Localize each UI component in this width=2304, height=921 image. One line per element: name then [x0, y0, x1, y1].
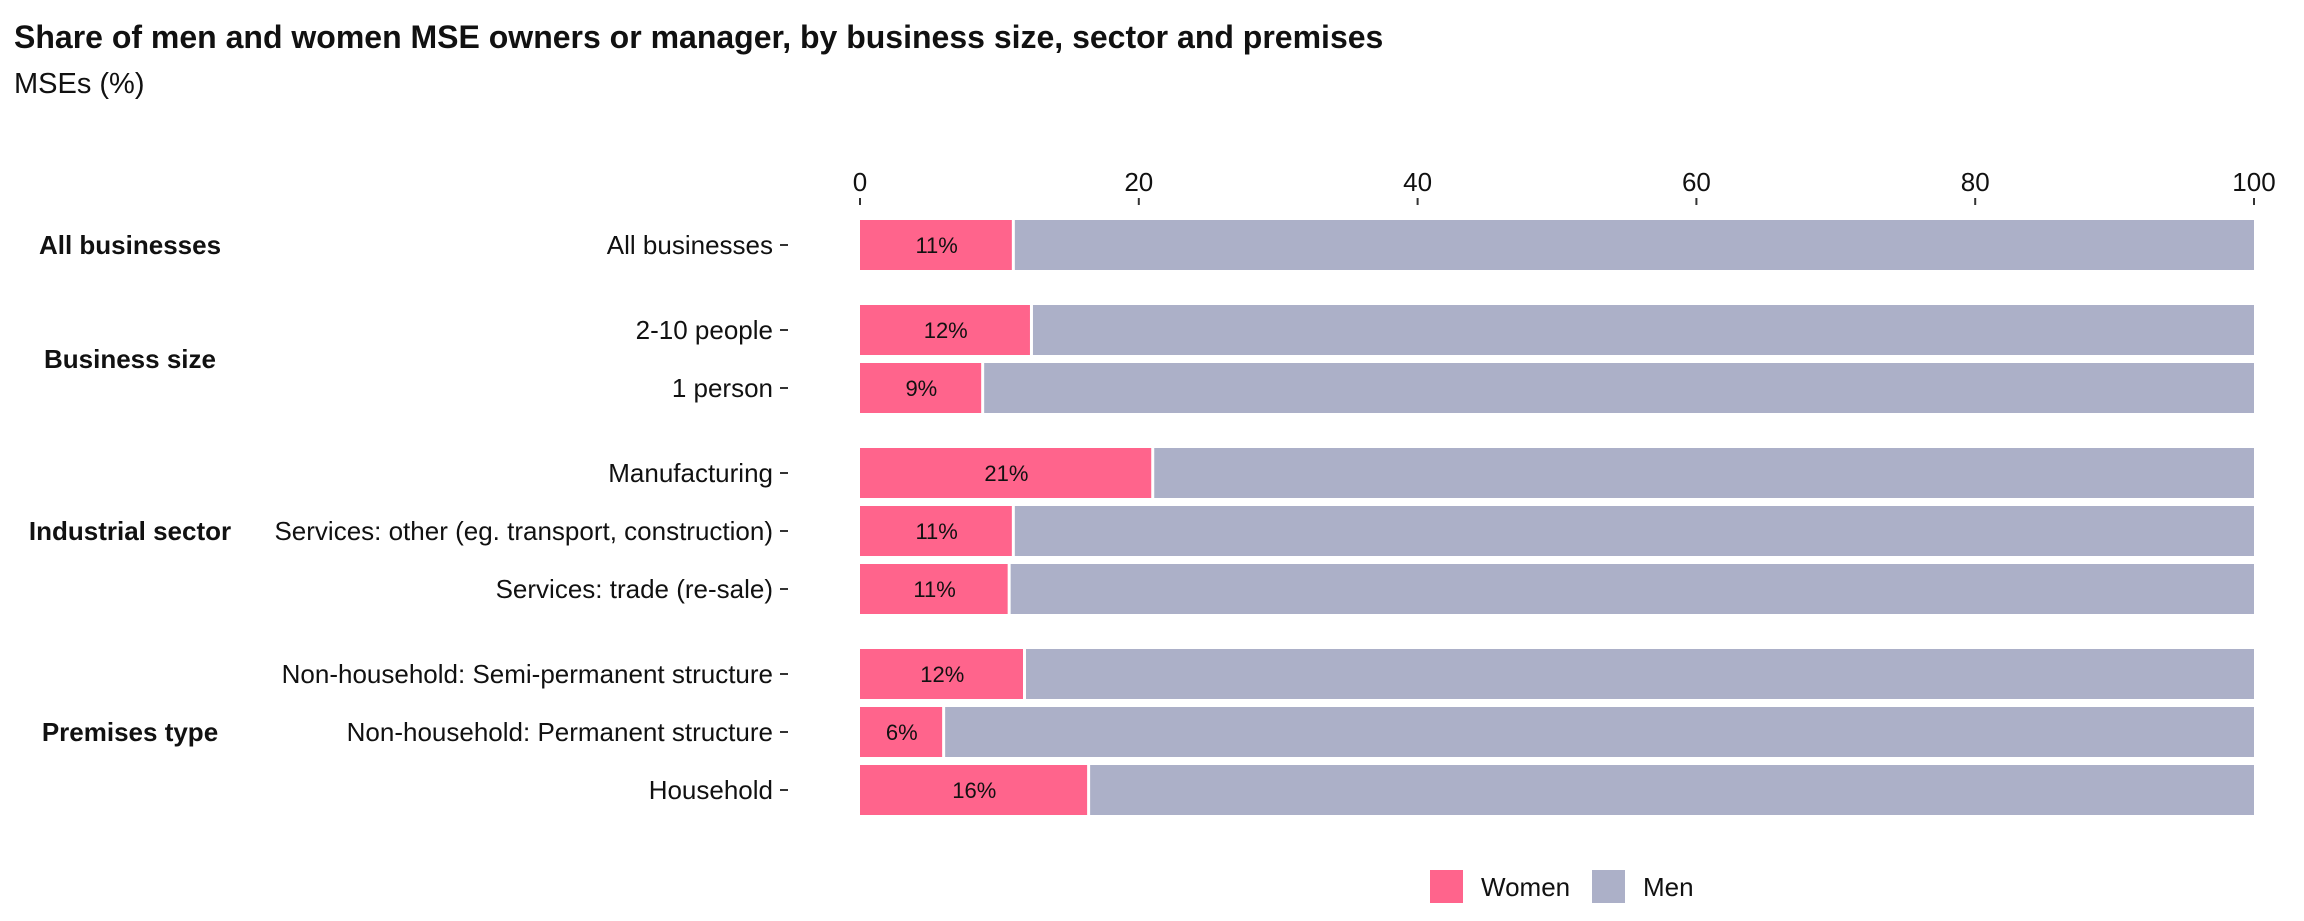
bar-women: [860, 220, 1014, 270]
bar-women: [860, 765, 1089, 815]
legend-label-women: Women: [1481, 872, 1570, 902]
chart-subtitle: MSEs (%): [14, 68, 145, 100]
legend-swatch-men: [1592, 870, 1625, 903]
data-label: 21%: [984, 461, 1028, 486]
bar-men: [1009, 564, 2255, 614]
data-label: 6%: [886, 720, 918, 745]
x-tick-label: 40: [1403, 167, 1432, 197]
legend-label-men: Men: [1643, 872, 1694, 902]
bar-women: [860, 448, 1153, 498]
bar-men: [943, 707, 2254, 757]
bar-men: [982, 363, 2254, 413]
bar-women: [860, 305, 1032, 355]
group-label: Premises type: [42, 717, 218, 747]
bar-women: [860, 707, 944, 757]
group-label: Industrial sector: [29, 516, 231, 546]
bars: 11% 12% 9% 21% 11% 11% 12% 6% 16%: [860, 220, 2255, 815]
x-tick-label: 100: [2232, 167, 2275, 197]
category-label: Services: trade (re-sale): [496, 574, 773, 604]
bar-men: [1152, 448, 2254, 498]
data-label: 16%: [952, 778, 996, 803]
group-label: Business size: [44, 344, 216, 374]
bar-women: [860, 506, 1014, 556]
category-label: Manufacturing: [608, 458, 773, 488]
group-label: All businesses: [39, 230, 221, 260]
bar-women: [860, 564, 1010, 614]
data-label: 12%: [924, 318, 968, 343]
legend-swatch-women: [1430, 870, 1463, 903]
bar-men: [1031, 305, 2254, 355]
bar-men: [1088, 765, 2254, 815]
category-labels: All businesses All businesses 2-10 people 1…: [29, 230, 788, 805]
data-label: 12%: [920, 662, 964, 687]
data-label: 11%: [915, 233, 957, 258]
chart-title: Share of men and women MSE owners or man…: [14, 19, 1383, 55]
x-axis: 0 20 40 60 80 100: [853, 167, 2276, 205]
x-tick-label: 80: [1961, 167, 1990, 197]
category-label: Non-household: Semi-permanent structure: [282, 659, 773, 689]
category-label: Services: other (eg. transport, construc…: [274, 516, 773, 546]
x-tick-label: 20: [1124, 167, 1153, 197]
category-label: Non-household: Permanent structure: [347, 717, 773, 747]
category-label: Household: [649, 775, 773, 805]
data-label: 9%: [905, 376, 937, 401]
legend: Women Men: [1430, 870, 1694, 903]
bar-men: [1013, 506, 2254, 556]
bar-men: [1013, 220, 2254, 270]
bar-women: [860, 649, 1025, 699]
bar-men: [1024, 649, 2254, 699]
category-label: All businesses: [607, 230, 773, 260]
x-tick-label: 0: [853, 167, 867, 197]
category-label: 1 person: [672, 373, 773, 403]
category-label: 2-10 people: [636, 315, 773, 345]
bar-women: [860, 363, 983, 413]
data-label: 11%: [913, 577, 955, 602]
x-tick-label: 60: [1682, 167, 1711, 197]
data-label: 11%: [915, 519, 957, 544]
